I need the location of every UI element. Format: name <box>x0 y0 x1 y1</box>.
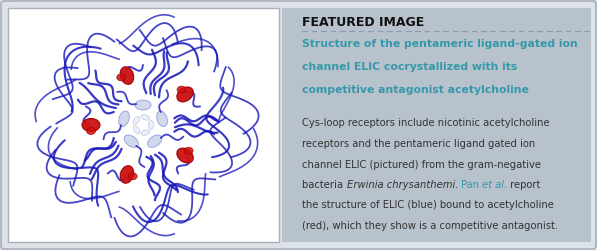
Ellipse shape <box>128 173 137 180</box>
Ellipse shape <box>133 116 140 124</box>
Ellipse shape <box>117 74 126 81</box>
Ellipse shape <box>141 130 150 135</box>
Bar <box>282 8 591 242</box>
Ellipse shape <box>133 126 140 134</box>
Ellipse shape <box>119 111 130 126</box>
Text: Pan: Pan <box>461 180 482 190</box>
Text: Erwinia chrysanthemi.: Erwinia chrysanthemi. <box>346 180 458 190</box>
Bar <box>8 8 279 242</box>
Text: (red), which they show is a competitive antagonist.: (red), which they show is a competitive … <box>302 221 559 231</box>
Text: receptors and the pentameric ligand gated ion: receptors and the pentameric ligand gate… <box>302 139 536 149</box>
Text: competitive antagonist acetylcholine: competitive antagonist acetylcholine <box>302 85 530 95</box>
Text: bacteria: bacteria <box>302 180 346 190</box>
Text: FEATURED IMAGE: FEATURED IMAGE <box>302 16 424 29</box>
Ellipse shape <box>156 111 167 126</box>
Ellipse shape <box>87 128 96 134</box>
Ellipse shape <box>82 118 100 132</box>
Text: report: report <box>507 180 541 190</box>
Ellipse shape <box>177 87 193 102</box>
Ellipse shape <box>124 135 139 147</box>
Text: the structure of ELIC (blue) bound to acetylcholine: the structure of ELIC (blue) bound to ac… <box>302 200 554 210</box>
Ellipse shape <box>120 67 134 84</box>
Ellipse shape <box>149 120 153 130</box>
Text: channel ELIC cocrystallized with its: channel ELIC cocrystallized with its <box>302 62 518 72</box>
Ellipse shape <box>135 100 151 110</box>
Ellipse shape <box>177 148 193 163</box>
Text: Structure of the pentameric ligand-gated ion: Structure of the pentameric ligand-gated… <box>302 39 578 49</box>
Ellipse shape <box>177 86 186 93</box>
Ellipse shape <box>147 135 162 147</box>
Text: Cys-loop receptors include nicotinic acetylcholine: Cys-loop receptors include nicotinic ace… <box>302 118 550 128</box>
Ellipse shape <box>184 147 193 154</box>
Ellipse shape <box>141 115 150 120</box>
Ellipse shape <box>120 166 134 183</box>
Text: channel ELIC (pictured) from the gram-negative: channel ELIC (pictured) from the gram-ne… <box>302 160 541 170</box>
Text: et al.: et al. <box>482 180 507 190</box>
